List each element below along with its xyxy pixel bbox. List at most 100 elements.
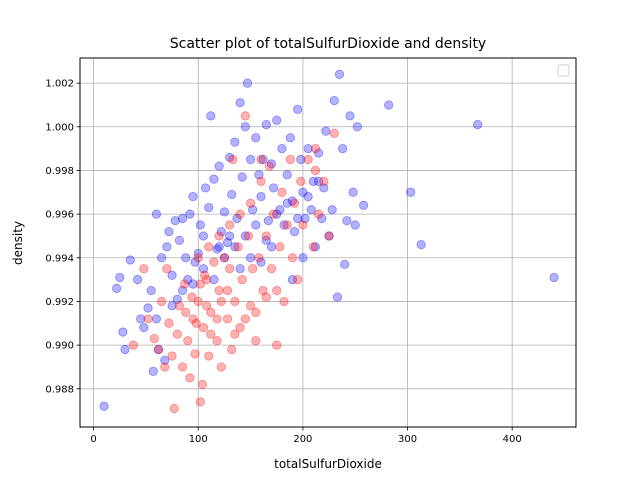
red-data-point xyxy=(308,242,318,252)
blue-data-point xyxy=(345,111,355,121)
x-tick-label: 300 xyxy=(398,434,417,445)
blue-data-point xyxy=(167,270,177,280)
blue-data-point xyxy=(164,226,174,237)
blue-data-point xyxy=(303,144,313,154)
blue-data-point xyxy=(214,242,224,252)
blue-data-point xyxy=(272,209,282,219)
x-tick-label: 200 xyxy=(293,434,312,445)
blue-data-point xyxy=(214,161,224,171)
blue-data-point xyxy=(268,183,279,193)
blue-data-point xyxy=(303,192,313,202)
red-data-point xyxy=(279,296,289,307)
blue-data-point xyxy=(227,189,237,200)
red-data-point xyxy=(204,242,214,252)
blue-data-point xyxy=(193,248,203,259)
ticks: 0 100 200 300 400 0.988 0.990 0.992 0.994 0.996 0.… xyxy=(45,79,521,445)
blue-data-point xyxy=(235,264,245,274)
red-data-point xyxy=(181,307,191,317)
y-tick-label: 0.992 xyxy=(45,297,74,308)
blue-data-point xyxy=(340,259,350,269)
blue-data-point xyxy=(313,176,324,186)
blue-data-point xyxy=(254,170,264,180)
blue-data-point xyxy=(190,257,200,267)
y-tick-label: 1.000 xyxy=(45,122,74,133)
blue-data-point xyxy=(188,279,198,289)
blue-data-point xyxy=(293,104,303,114)
red-data-point xyxy=(275,242,285,252)
blue-data-point xyxy=(406,187,416,197)
red-data-point xyxy=(245,198,256,208)
blue-data-point xyxy=(204,202,214,213)
red-data-point xyxy=(243,231,254,241)
red-data-point xyxy=(193,253,203,263)
blue-data-point xyxy=(151,209,161,219)
x-tick-label: 0 xyxy=(90,434,96,445)
red-data-point xyxy=(167,351,177,361)
blue-data-point xyxy=(222,237,233,248)
red-data-point xyxy=(195,397,205,407)
blue-data-point xyxy=(282,198,292,208)
blue-data-point xyxy=(198,264,209,274)
red-data-point xyxy=(143,314,153,324)
y-tick-label: 0.996 xyxy=(45,210,74,221)
blue-data-point xyxy=(240,231,250,241)
blue-data-point xyxy=(317,213,327,224)
red-data-point xyxy=(310,165,321,176)
blue-data-point xyxy=(146,285,156,296)
blue-data-point xyxy=(198,231,209,241)
x-tick-label: 100 xyxy=(189,434,208,445)
red-data-point xyxy=(185,373,195,383)
red-data-point xyxy=(212,336,222,346)
blue-data-point xyxy=(209,174,219,184)
red-data-point xyxy=(204,351,214,361)
blue-data-point xyxy=(319,183,329,193)
red-data-point xyxy=(128,340,138,350)
blue-data-point xyxy=(266,242,277,252)
legend-box xyxy=(557,64,570,77)
blue-data-point xyxy=(177,285,188,296)
blue-data-point xyxy=(160,355,170,366)
red-data-point xyxy=(183,336,193,346)
blue-data-point xyxy=(143,303,153,313)
blue-data-point xyxy=(298,253,308,263)
blue-data-point xyxy=(287,196,298,206)
blue-data-point xyxy=(298,187,308,197)
red-data-point xyxy=(214,285,224,296)
blue-data-point xyxy=(219,207,230,217)
red-data-point xyxy=(197,379,208,390)
red-data-point xyxy=(298,220,308,230)
red-data-point xyxy=(235,323,245,333)
blue-data-point xyxy=(266,159,277,169)
red-data-point xyxy=(266,264,277,274)
blue-data-point xyxy=(235,98,245,108)
red-data-point xyxy=(237,275,247,285)
red-data-point xyxy=(261,231,271,241)
red-data-point xyxy=(287,253,298,263)
red-data-point xyxy=(162,264,172,274)
blue-data-point xyxy=(172,294,182,304)
red-data-point xyxy=(206,329,216,339)
red-data-point xyxy=(214,231,224,241)
red-data-point xyxy=(187,292,197,302)
red-data-point xyxy=(164,318,174,328)
y-tick-label: 0.998 xyxy=(45,166,74,177)
red-data-point xyxy=(177,362,188,372)
red-data-point xyxy=(258,285,268,296)
red-data-point xyxy=(188,314,198,324)
red-data-point xyxy=(180,279,190,289)
blue-data-point xyxy=(245,253,256,263)
blue-data-point xyxy=(174,235,185,245)
red-data-point xyxy=(216,362,226,372)
red-data-point xyxy=(225,220,235,230)
blue-data-point xyxy=(153,344,164,355)
blue-data-point xyxy=(300,213,310,224)
red-data-point xyxy=(261,292,271,302)
red-data-point xyxy=(256,176,266,186)
blue-data-point xyxy=(230,242,240,252)
data-points xyxy=(99,69,559,414)
x-axis-label: totalSulfurDioxide xyxy=(274,457,382,471)
blue-data-point xyxy=(240,122,250,132)
blue-data-point xyxy=(279,220,289,230)
